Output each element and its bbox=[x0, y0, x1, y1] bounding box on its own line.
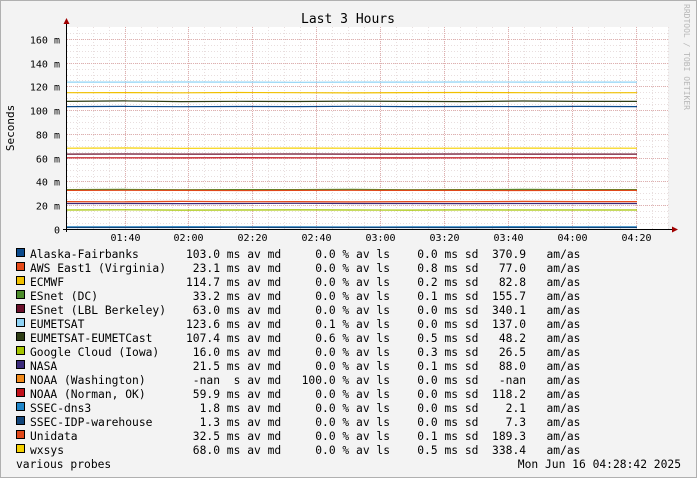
legend-label: EUMETSAT-EUMETCast bbox=[30, 332, 152, 345]
y-tick-label: 40 m bbox=[36, 178, 60, 189]
series-line bbox=[66, 100, 637, 103]
legend-label: Alaska-Fairbanks bbox=[30, 248, 139, 261]
y-axis-arrow bbox=[63, 18, 70, 24]
y-tick-label: 160 m bbox=[30, 36, 60, 47]
legend-swatch bbox=[16, 248, 25, 257]
legend-label: ESnet (LBL Berkeley) bbox=[30, 304, 166, 317]
legend-stats: 1.8 ms av md 0.0 % av ls 0.0 ms sd 2.1 a… bbox=[186, 402, 580, 415]
legend-stats: 123.6 ms av md 0.1 % av ls 0.0 ms sd 137… bbox=[186, 318, 580, 331]
legend-swatch bbox=[16, 360, 25, 369]
legend-label: EUMETSAT bbox=[30, 318, 85, 331]
y-tick-label: 0 bbox=[54, 226, 60, 237]
y-tick-label: 20 m bbox=[36, 202, 60, 213]
legend-label: Unidata bbox=[30, 430, 78, 443]
legend-label: ESnet (DC) bbox=[30, 290, 98, 303]
legend-swatch bbox=[16, 304, 25, 313]
legend-label: NOAA (Washington) bbox=[30, 374, 146, 387]
x-tick-label: 04:20 bbox=[621, 233, 651, 244]
legend-label: ECMWF bbox=[30, 276, 64, 289]
legend-label: SSEC-dns3 bbox=[30, 402, 91, 415]
x-tick-label: 01:40 bbox=[110, 233, 140, 244]
legend-label: wxsys bbox=[30, 444, 64, 457]
chart-title: Last 3 Hours bbox=[301, 12, 395, 27]
legend-swatch bbox=[16, 290, 25, 299]
legend-stats: 114.7 ms av md 0.0 % av ls 0.2 ms sd 82.… bbox=[186, 276, 580, 289]
legend-swatch bbox=[16, 402, 25, 411]
x-tick-label: 04:00 bbox=[557, 233, 587, 244]
legend-stats: 63.0 ms av md 0.0 % av ls 0.0 ms sd 340.… bbox=[186, 304, 580, 317]
footer-left: various probes bbox=[16, 458, 111, 471]
legend-swatch bbox=[16, 388, 25, 397]
y-tick-label: 100 m bbox=[30, 107, 60, 118]
legend-swatch bbox=[16, 262, 25, 271]
x-tick-label: 03:00 bbox=[365, 233, 395, 244]
y-axis-label: Seconds bbox=[4, 105, 17, 151]
x-tick-label: 03:40 bbox=[493, 233, 523, 244]
legend-swatch bbox=[16, 346, 25, 355]
series-lines bbox=[66, 81, 638, 229]
legend-label: NASA bbox=[30, 360, 57, 373]
legend-stats: 59.9 ms av md 0.0 % av ls 0.0 ms sd 118.… bbox=[186, 388, 580, 401]
x-tick-label: 02:40 bbox=[301, 233, 331, 244]
x-tick-label: 03:20 bbox=[429, 233, 459, 244]
legend-stats: 103.0 ms av md 0.0 % av ls 0.0 ms sd 370… bbox=[186, 248, 580, 261]
x-tick-label: 02:20 bbox=[237, 233, 267, 244]
legend-stats: -nan s av md 100.0 % av ls 0.0 ms sd -na… bbox=[186, 374, 580, 387]
y-tick-label: 140 m bbox=[30, 60, 60, 71]
y-tick-label: 80 m bbox=[36, 131, 60, 142]
axes: 0 20 m 40 m 60 m 80 m 100 m 120 m 140 m 160 m 01:… bbox=[30, 18, 678, 244]
legend-swatch bbox=[16, 318, 25, 327]
y-tick-label: 120 m bbox=[30, 83, 60, 94]
footer-timestamp: Mon Jun 16 04:28:42 2025 bbox=[518, 458, 681, 471]
x-tick-label: 02:00 bbox=[173, 233, 203, 244]
legend-swatch bbox=[16, 332, 25, 341]
legend-label: SSEC-IDP-warehouse bbox=[30, 416, 153, 429]
legend-swatch bbox=[16, 416, 25, 425]
legend-swatch bbox=[16, 444, 25, 453]
y-tick-label: 60 m bbox=[36, 155, 60, 166]
legend-stats: 1.3 ms av md 0.0 % av ls 0.0 ms sd 7.3 a… bbox=[186, 416, 580, 429]
legend-label: Google Cloud (Iowa) bbox=[30, 346, 159, 359]
legend-label: NOAA (Norman, OK) bbox=[30, 388, 146, 401]
legend-stats: 23.1 ms av md 0.0 % av ls 0.8 ms sd 77.0… bbox=[186, 262, 580, 275]
watermark: RRDTOOL / TOBI OETIKER bbox=[682, 4, 691, 110]
grid bbox=[67, 27, 669, 229]
x-axis-arrow bbox=[672, 226, 678, 233]
series-line bbox=[66, 200, 637, 203]
legend-stats: 32.5 ms av md 0.0 % av ls 0.1 ms sd 189.… bbox=[186, 430, 580, 443]
legend-stats: 16.0 ms av md 0.0 % av ls 0.3 ms sd 26.5… bbox=[186, 346, 580, 359]
legend-swatch bbox=[16, 430, 25, 439]
legend-stats: 21.5 ms av md 0.0 % av ls 0.1 ms sd 88.0… bbox=[186, 360, 580, 373]
legend-label: AWS East1 (Virginia) bbox=[30, 262, 166, 275]
legend-stats: 107.4 ms av md 0.6 % av ls 0.5 ms sd 48.… bbox=[186, 332, 580, 345]
legend-swatch bbox=[16, 276, 25, 285]
legend-stats: 68.0 ms av md 0.0 % av ls 0.5 ms sd 338.… bbox=[186, 444, 580, 457]
legend-stats: 33.2 ms av md 0.0 % av ls 0.1 ms sd 155.… bbox=[186, 290, 580, 303]
legend-swatch bbox=[16, 374, 25, 383]
legend: Alaska-Fairbanks 103.0 ms av md 0.0 % av … bbox=[16, 248, 580, 457]
